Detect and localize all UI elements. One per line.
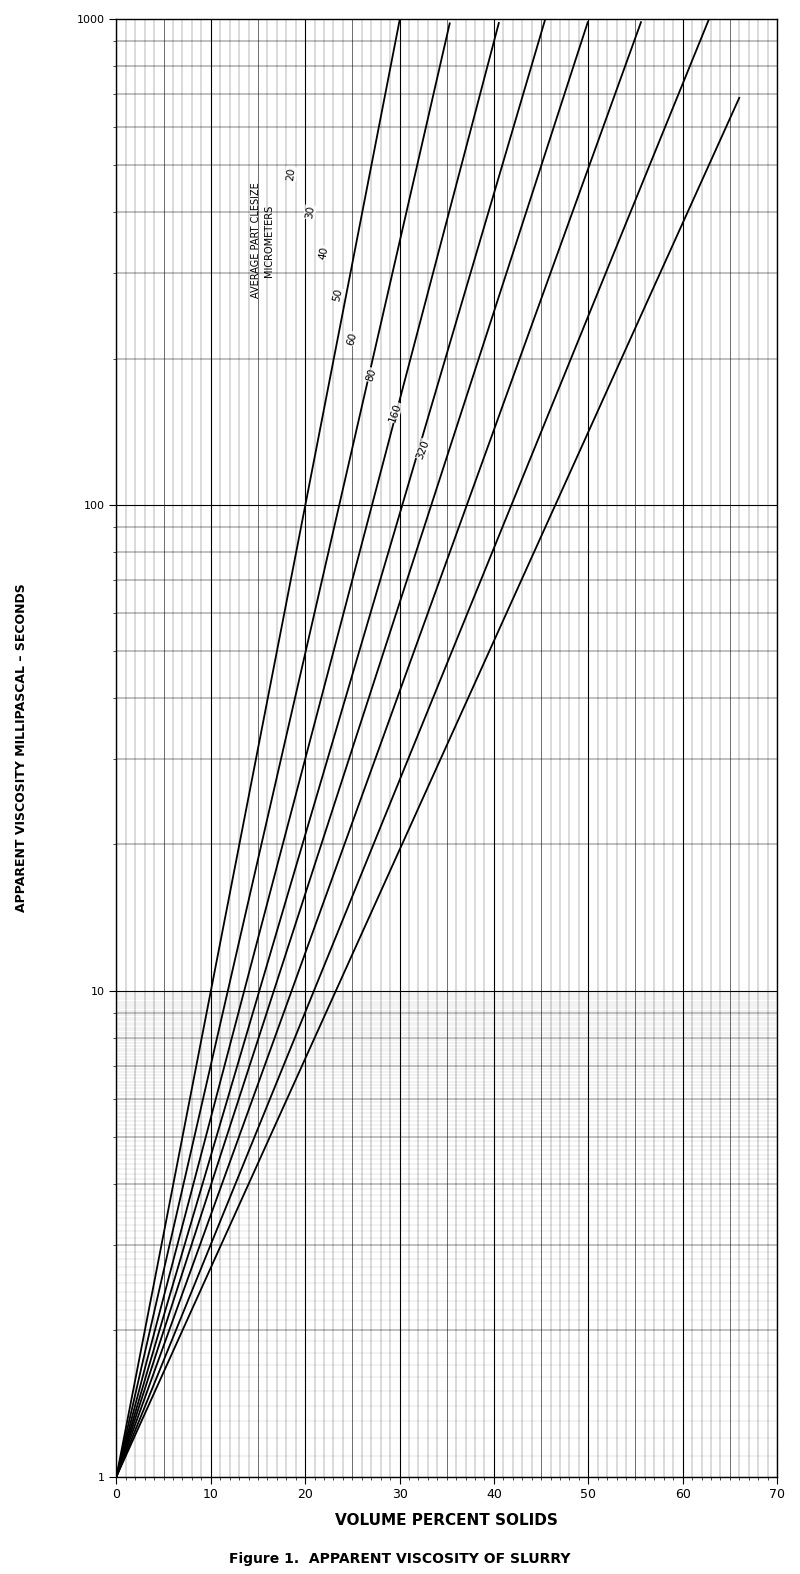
Text: 60: 60: [346, 331, 359, 346]
Y-axis label: APPARENT VISCOSITY MILLIPASCAL – SECONDS: APPARENT VISCOSITY MILLIPASCAL – SECONDS: [15, 584, 28, 913]
X-axis label: VOLUME PERCENT SOLIDS: VOLUME PERCENT SOLIDS: [335, 1513, 558, 1527]
Text: AVERAGE PART CLESIZE
MICROMETERS: AVERAGE PART CLESIZE MICROMETERS: [251, 183, 274, 299]
Text: 160: 160: [387, 401, 402, 423]
Text: 20: 20: [286, 167, 297, 181]
Text: 40: 40: [318, 246, 330, 260]
Text: Figure 1.  APPARENT VISCOSITY OF SLURRY: Figure 1. APPARENT VISCOSITY OF SLURRY: [230, 1552, 570, 1566]
Text: 80: 80: [365, 367, 378, 382]
Text: 320: 320: [415, 439, 431, 461]
Text: 50: 50: [332, 288, 345, 302]
Text: 30: 30: [304, 205, 316, 220]
